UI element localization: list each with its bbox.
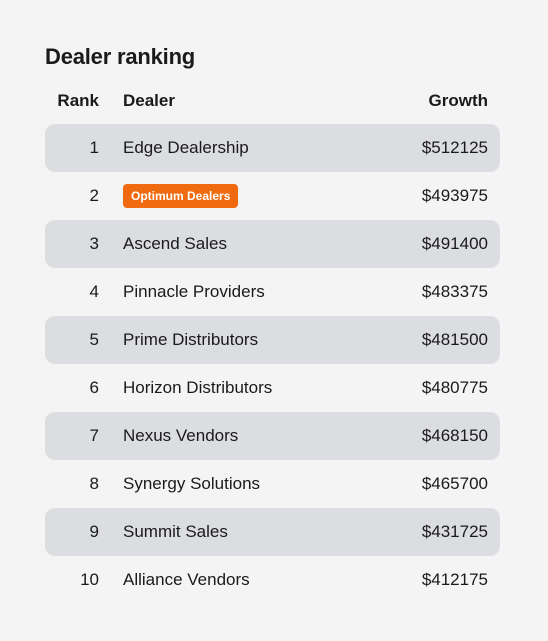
dealer-name: Synergy Solutions bbox=[123, 474, 261, 493]
table-row: 5 Prime Distributors $481500 bbox=[45, 316, 500, 364]
table-header: Rank Dealer Growth bbox=[45, 90, 500, 124]
dealer-name: Pinnacle Providers bbox=[123, 282, 265, 301]
rank-cell: 2 bbox=[89, 186, 99, 205]
table-row: 9 Summit Sales $431725 bbox=[45, 508, 500, 556]
rank-cell: 4 bbox=[89, 282, 99, 301]
growth-cell: $483375 bbox=[421, 282, 488, 301]
table-row: 8 Synergy Solutions $465700 bbox=[45, 460, 500, 508]
header-row: Rank Dealer Growth bbox=[45, 90, 500, 124]
dealer-name: Ascend Sales bbox=[123, 234, 227, 253]
rank-cell: 6 bbox=[89, 378, 99, 397]
dealer-cell: Optimum Dealers bbox=[111, 172, 367, 220]
column-header-rank[interactable]: Rank bbox=[57, 91, 99, 110]
dealer-cell: Ascend Sales bbox=[111, 220, 367, 268]
rank-cell: 1 bbox=[45, 124, 111, 172]
rank-cell: 9 bbox=[45, 508, 111, 556]
dealer-cell: Alliance Vendors bbox=[111, 556, 367, 604]
growth-cell: $491400 bbox=[366, 220, 500, 268]
ranking-table: Rank Dealer Growth 1 Edge Dealership $51… bbox=[45, 90, 500, 604]
growth-cell: $468150 bbox=[366, 412, 500, 460]
dealer-ranking-card: Dealer ranking Rank Dealer Growth 1 Edge… bbox=[45, 40, 500, 604]
highlighted-dealer-badge: Optimum Dealers bbox=[123, 184, 239, 208]
table-row: 6 Horizon Distributors $480775 bbox=[45, 364, 500, 412]
table-row: 3 Ascend Sales $491400 bbox=[45, 220, 500, 268]
table-row: 10 Alliance Vendors $412175 bbox=[45, 556, 500, 604]
rank-cell: 3 bbox=[45, 220, 111, 268]
dealer-cell: Synergy Solutions bbox=[111, 460, 367, 508]
dealer-cell: Horizon Distributors bbox=[111, 364, 367, 412]
growth-cell: $412175 bbox=[421, 570, 488, 589]
dealer-name: Alliance Vendors bbox=[123, 570, 250, 589]
dealer-name: Edge Dealership bbox=[123, 138, 249, 157]
growth-cell: $481500 bbox=[366, 316, 500, 364]
table-row: 2 Optimum Dealers $493975 bbox=[45, 172, 500, 220]
growth-cell: $480775 bbox=[421, 378, 488, 397]
dealer-cell: Edge Dealership bbox=[111, 124, 367, 172]
dealer-cell: Prime Distributors bbox=[111, 316, 367, 364]
growth-cell: $465700 bbox=[421, 474, 488, 493]
column-header-dealer[interactable]: Dealer bbox=[123, 91, 175, 110]
rank-cell: 5 bbox=[45, 316, 111, 364]
dealer-cell: Pinnacle Providers bbox=[111, 268, 367, 316]
growth-cell: $431725 bbox=[366, 508, 500, 556]
dealer-name: Horizon Distributors bbox=[123, 378, 273, 397]
rank-cell: 10 bbox=[80, 570, 99, 589]
dealer-name: Prime Distributors bbox=[123, 330, 259, 349]
dealer-cell: Summit Sales bbox=[111, 508, 367, 556]
dealer-name: Nexus Vendors bbox=[123, 426, 239, 445]
table-row: 7 Nexus Vendors $468150 bbox=[45, 412, 500, 460]
dealer-cell: Nexus Vendors bbox=[111, 412, 367, 460]
table-row: 1 Edge Dealership $512125 bbox=[45, 124, 500, 172]
rank-cell: 8 bbox=[89, 474, 99, 493]
column-header-growth[interactable]: Growth bbox=[428, 91, 489, 110]
table-row: 4 Pinnacle Providers $483375 bbox=[45, 268, 500, 316]
growth-cell: $493975 bbox=[421, 186, 488, 205]
dealer-name: Summit Sales bbox=[123, 522, 228, 541]
page-title: Dealer ranking bbox=[45, 44, 196, 69]
rank-cell: 7 bbox=[45, 412, 111, 460]
table-body: 1 Edge Dealership $512125 2 Optimum Deal… bbox=[45, 124, 500, 604]
growth-cell: $512125 bbox=[366, 124, 500, 172]
